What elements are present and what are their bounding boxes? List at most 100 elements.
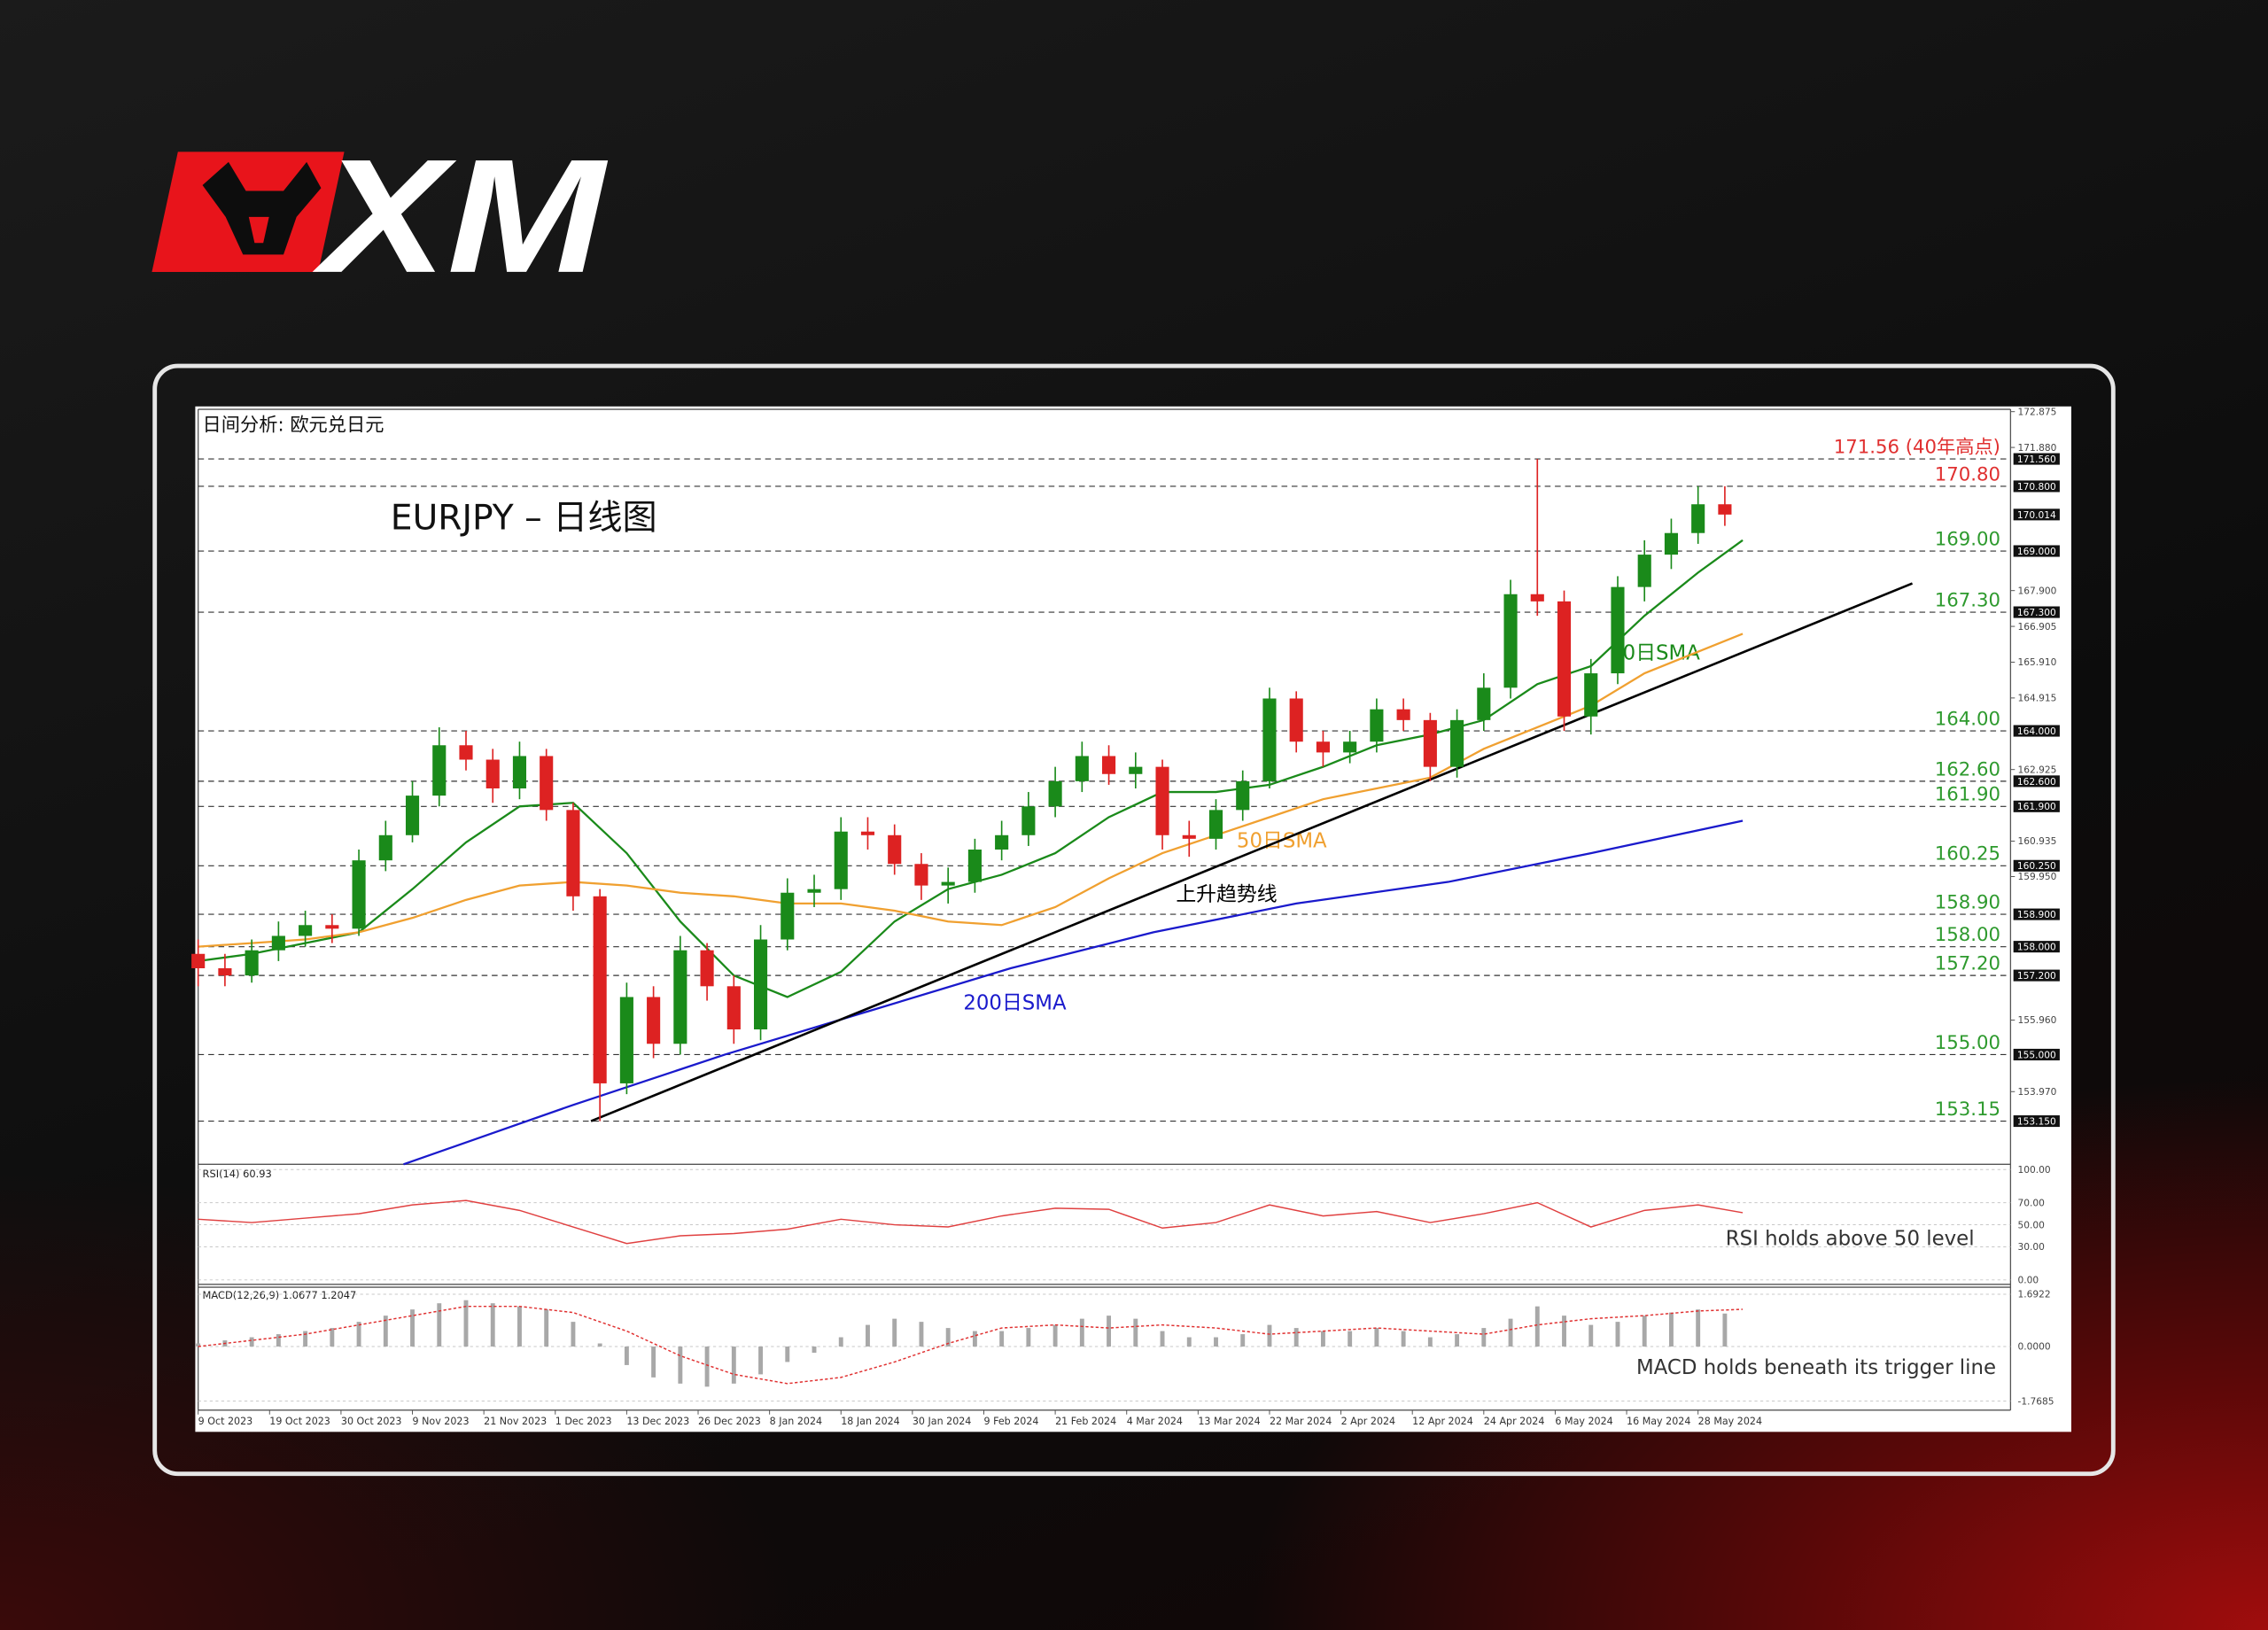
- level-label: 161.90: [1935, 784, 2000, 806]
- indicator-note: RSI holds above 50 level: [1726, 1228, 1975, 1251]
- candle-body: [1343, 741, 1357, 753]
- macd-bar: [571, 1322, 576, 1347]
- macd-bar: [330, 1328, 335, 1347]
- macd-bar: [1455, 1334, 1460, 1347]
- indicator-note: MACD holds beneath its trigger line: [1636, 1356, 1996, 1379]
- candle-body: [1370, 709, 1384, 742]
- macd-bar: [1588, 1324, 1594, 1347]
- x-tick-label: 13 Dec 2023: [626, 1416, 689, 1427]
- x-tick-label: 24 Apr 2024: [1484, 1416, 1545, 1427]
- level-axis-box: [2013, 941, 2060, 953]
- candle-body: [700, 950, 714, 987]
- x-tick-label: 6 May 2024: [1555, 1416, 1612, 1427]
- level-axis-box: [2013, 859, 2060, 872]
- candle-body: [378, 834, 392, 861]
- y-tick-label: 155.960: [2018, 1014, 2057, 1026]
- macd-bar: [704, 1347, 710, 1387]
- x-tick-label: 12 Apr 2024: [1412, 1416, 1473, 1427]
- macd-bar: [1240, 1334, 1246, 1347]
- candle-body: [191, 953, 206, 969]
- level-axis-box: [2013, 1048, 2060, 1060]
- level-label: 164.00: [1935, 709, 2000, 731]
- indicator-title: MACD(12,26,9) 1.0677 1.2047: [203, 1289, 357, 1301]
- candle-body: [1155, 766, 1169, 835]
- x-tick-label: 1 Dec 2023: [555, 1416, 612, 1427]
- level-axis-label: 164.000: [2017, 726, 2056, 737]
- macd-bar: [1107, 1316, 1112, 1347]
- x-tick-label: 9 Nov 2023: [413, 1416, 470, 1427]
- candle-body: [352, 860, 366, 929]
- level-label: 170.80: [1935, 463, 2000, 485]
- level-label: 158.90: [1935, 892, 2000, 914]
- candle-body: [647, 997, 661, 1044]
- level-label: 169.00: [1935, 528, 2000, 550]
- x-tick-label: 22 Mar 2024: [1270, 1416, 1332, 1427]
- level-axis-box: [2013, 606, 2060, 618]
- candle-body: [1316, 741, 1330, 753]
- candle-body: [781, 892, 795, 940]
- macd-bar: [1722, 1313, 1728, 1347]
- level-axis-box: [2013, 480, 2060, 493]
- macd-bar: [544, 1309, 549, 1347]
- candle-body: [271, 935, 285, 951]
- macd-bar: [276, 1334, 281, 1347]
- logo-bull: [202, 161, 322, 255]
- candle-body: [1637, 555, 1651, 587]
- candle-body: [432, 745, 447, 796]
- y-tick-label: 167.900: [2018, 585, 2057, 596]
- candle-body: [540, 756, 554, 811]
- candle-body: [1557, 601, 1572, 717]
- macd-bar: [249, 1337, 254, 1347]
- candle-body: [1530, 594, 1544, 602]
- indicator-line: [198, 1199, 1744, 1245]
- macd-bar: [517, 1306, 522, 1347]
- candle-body: [1102, 756, 1116, 774]
- macd-bar: [624, 1347, 629, 1365]
- macd-bar: [651, 1347, 656, 1378]
- candle-body: [1262, 698, 1277, 781]
- level-axis-label: 155.000: [2017, 1049, 2056, 1060]
- macd-bar: [1374, 1328, 1379, 1347]
- candle-body: [1075, 756, 1089, 781]
- level-label: 157.20: [1935, 953, 2000, 975]
- macd-bar: [1668, 1312, 1674, 1347]
- x-tick-label: 13 Mar 2024: [1198, 1416, 1260, 1427]
- candle-body: [1129, 766, 1143, 774]
- candle-body: [299, 925, 313, 936]
- level-axis-label: 171.560: [2017, 454, 2056, 465]
- macd-bar: [1186, 1337, 1192, 1347]
- x-tick-label: 8 Jan 2024: [770, 1416, 822, 1427]
- candle-body: [1611, 586, 1625, 674]
- macd-bar: [1160, 1331, 1165, 1347]
- y-tick-label: 172.875: [2018, 406, 2057, 417]
- level-axis-label: 158.900: [2017, 909, 2056, 920]
- x-tick-label: 4 Mar 2024: [1127, 1416, 1183, 1427]
- x-tick-label: 9 Oct 2023: [198, 1416, 253, 1427]
- macd-bar: [731, 1347, 736, 1384]
- candle-body: [1208, 810, 1223, 839]
- macd-bar: [1052, 1324, 1058, 1347]
- logo-text: XM: [312, 125, 609, 307]
- macd-bar: [1214, 1337, 1218, 1347]
- candle-body: [1718, 504, 1732, 515]
- series-line: [198, 633, 1744, 948]
- chart-background: [195, 406, 2071, 1432]
- macd-bar: [1534, 1306, 1540, 1347]
- level-label: 171.56 (40年高点): [1834, 437, 2000, 459]
- macd-bar: [1401, 1331, 1406, 1347]
- indicator-tick-label: 30.00: [2018, 1241, 2046, 1253]
- x-tick-label: 18 Jan 2024: [841, 1416, 900, 1427]
- chart-title: EURJPY – 日线图: [391, 499, 657, 539]
- logo: XM: [151, 125, 609, 307]
- level-axis-label: 161.900: [2017, 801, 2056, 812]
- y-tick-label: 160.935: [2018, 835, 2057, 847]
- macd-bar: [866, 1324, 870, 1347]
- macd-bar: [490, 1303, 495, 1347]
- macd-bar: [1348, 1331, 1353, 1347]
- candle-body: [1584, 673, 1598, 717]
- candle-body: [914, 864, 928, 886]
- macd-bar: [1427, 1337, 1433, 1347]
- series-annotation: 200日SMA: [963, 992, 1067, 1015]
- x-tick-label: 9 Feb 2024: [983, 1416, 1038, 1427]
- frame: [152, 363, 2116, 1477]
